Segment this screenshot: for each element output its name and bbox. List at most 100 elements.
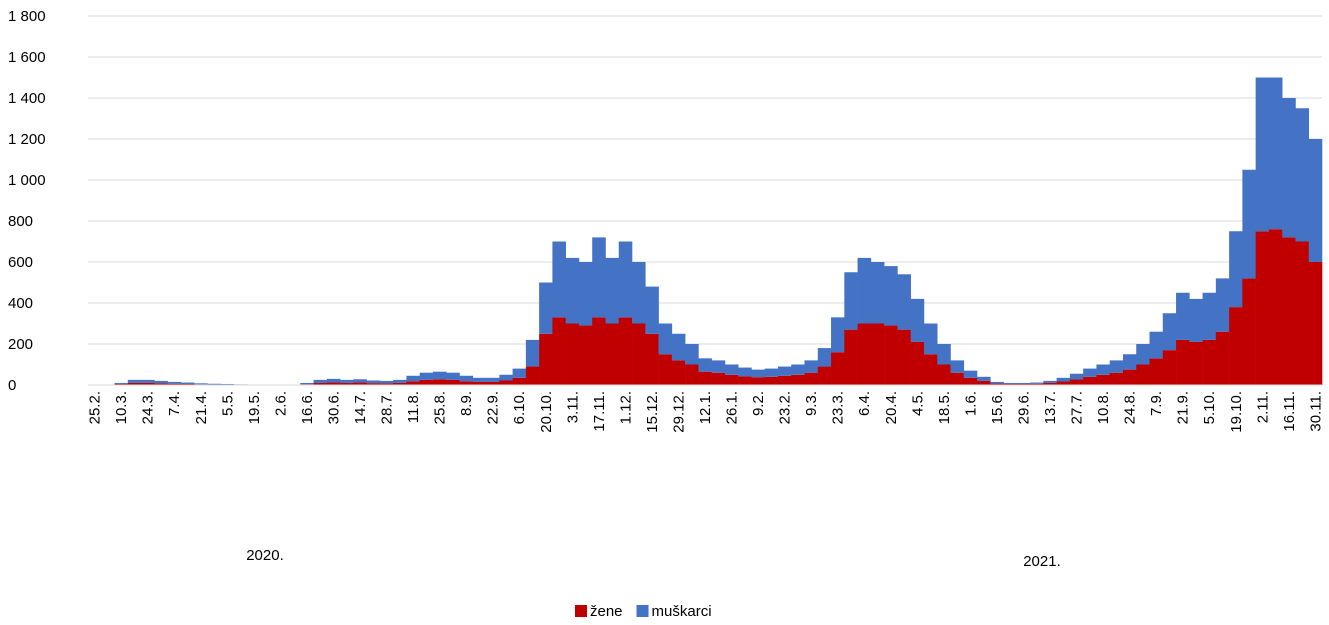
x-tick-label: 7.9. bbox=[1148, 391, 1165, 416]
bar-segment bbox=[937, 344, 951, 365]
x-tick-label: 21.9. bbox=[1175, 391, 1192, 424]
bar-segment bbox=[1189, 341, 1203, 385]
x-tick-label: 18.5. bbox=[936, 391, 953, 424]
bar-segment bbox=[844, 329, 858, 385]
bar-segment bbox=[1030, 382, 1044, 384]
x-tick-label: 9.2. bbox=[750, 391, 767, 416]
bar-segment bbox=[711, 372, 726, 385]
bar-segment bbox=[724, 364, 739, 375]
bar-segment bbox=[804, 372, 819, 385]
bar-segment bbox=[658, 354, 673, 385]
bar-segment bbox=[605, 323, 620, 385]
bar-segment bbox=[472, 377, 487, 382]
bar-segment bbox=[990, 383, 1004, 385]
x-tick-label: 10.3. bbox=[113, 391, 130, 424]
y-tick-label: 400 bbox=[8, 295, 33, 312]
x-tick-label: 15.12. bbox=[644, 391, 661, 433]
bar-segment bbox=[698, 358, 712, 372]
bar-segment bbox=[525, 339, 540, 367]
bar-segment bbox=[1202, 292, 1217, 340]
bar-segment bbox=[207, 383, 221, 385]
x-tick-label: 16.11. bbox=[1281, 391, 1298, 432]
legend: žene muškarci bbox=[575, 603, 712, 620]
bar-segment bbox=[539, 333, 553, 385]
x-tick-label: 14.7. bbox=[352, 391, 369, 424]
bar-segment bbox=[777, 366, 792, 376]
bar-segment bbox=[326, 382, 341, 385]
bar-segment bbox=[1149, 358, 1164, 385]
bar-segment bbox=[1229, 307, 1243, 385]
bar-segment bbox=[486, 381, 500, 385]
bar-segment bbox=[565, 257, 580, 324]
bar-segment bbox=[685, 344, 699, 365]
bar-segment bbox=[313, 379, 328, 383]
x-tick-label: 21.4. bbox=[193, 391, 210, 424]
bar-segment bbox=[154, 383, 168, 385]
bar-segment bbox=[1030, 383, 1044, 385]
bar-segment bbox=[194, 383, 208, 385]
x-tick-label: 6.10. bbox=[511, 391, 528, 424]
bar-segment bbox=[1096, 374, 1110, 385]
bar-segment bbox=[1242, 278, 1256, 385]
bar-segment bbox=[605, 257, 620, 324]
bar-segment bbox=[419, 379, 434, 385]
bar-segment bbox=[1282, 237, 1296, 385]
bar-segment bbox=[1189, 298, 1203, 342]
bar-segment bbox=[791, 374, 805, 385]
bar-segment bbox=[446, 372, 460, 380]
bar-segment bbox=[1229, 231, 1243, 308]
bar-segment bbox=[1043, 382, 1057, 385]
bar-segment bbox=[220, 383, 235, 385]
bar-segment bbox=[552, 317, 566, 385]
bar-segment bbox=[963, 370, 978, 378]
year-label: 2020. bbox=[246, 547, 284, 564]
bar-segment bbox=[711, 360, 726, 373]
bar-segment bbox=[141, 379, 155, 383]
bar-segment bbox=[486, 377, 500, 382]
bar-segment bbox=[923, 323, 938, 355]
x-tick-label: 4.5. bbox=[909, 391, 926, 416]
x-tick-label: 2.6. bbox=[272, 391, 289, 416]
bar-segment bbox=[393, 382, 407, 385]
bar-segment bbox=[618, 241, 633, 318]
bar-segment bbox=[671, 333, 686, 361]
x-tick-label: 30.6. bbox=[325, 391, 342, 424]
bar-segment bbox=[1069, 379, 1084, 385]
bar-segment bbox=[1176, 339, 1190, 385]
bar-segment bbox=[658, 323, 673, 355]
bar-segment bbox=[114, 382, 129, 384]
bar-segment bbox=[326, 378, 341, 383]
bar-segment bbox=[884, 325, 898, 385]
y-tick-label: 200 bbox=[8, 336, 33, 353]
bar-segment bbox=[724, 374, 739, 385]
x-tick-label: 15.6. bbox=[989, 391, 1006, 424]
bar-segment bbox=[950, 372, 965, 385]
bar-segment bbox=[738, 376, 752, 385]
bar-segment bbox=[167, 381, 182, 384]
bar-segment bbox=[141, 382, 155, 385]
bar-segment bbox=[472, 381, 487, 385]
bar-segment bbox=[698, 371, 712, 385]
bar-segment bbox=[127, 382, 142, 385]
bar-segment bbox=[552, 241, 566, 318]
bar-segment bbox=[870, 262, 885, 324]
bar-segment bbox=[910, 298, 925, 342]
bar-segment bbox=[764, 376, 779, 385]
bar-segment bbox=[1295, 108, 1310, 242]
bar-segment bbox=[1016, 382, 1031, 384]
bar-segment bbox=[857, 257, 872, 324]
bar-segment bbox=[432, 379, 447, 385]
bar-segment bbox=[1268, 77, 1283, 230]
year-label: 2021. bbox=[1023, 553, 1061, 570]
x-tick-label: 6.4. bbox=[856, 391, 873, 416]
bar-segment bbox=[1295, 241, 1310, 385]
bar-segment bbox=[180, 383, 195, 385]
x-tick-label: 30.11. bbox=[1307, 391, 1324, 432]
bar-segment bbox=[897, 274, 911, 330]
bar-segment bbox=[1136, 364, 1150, 385]
bar-segment bbox=[977, 380, 991, 385]
x-tick-label: 1.12. bbox=[617, 391, 634, 424]
bar-segment bbox=[1056, 377, 1071, 382]
bar-segment bbox=[685, 364, 699, 385]
bar-segment bbox=[406, 375, 421, 382]
